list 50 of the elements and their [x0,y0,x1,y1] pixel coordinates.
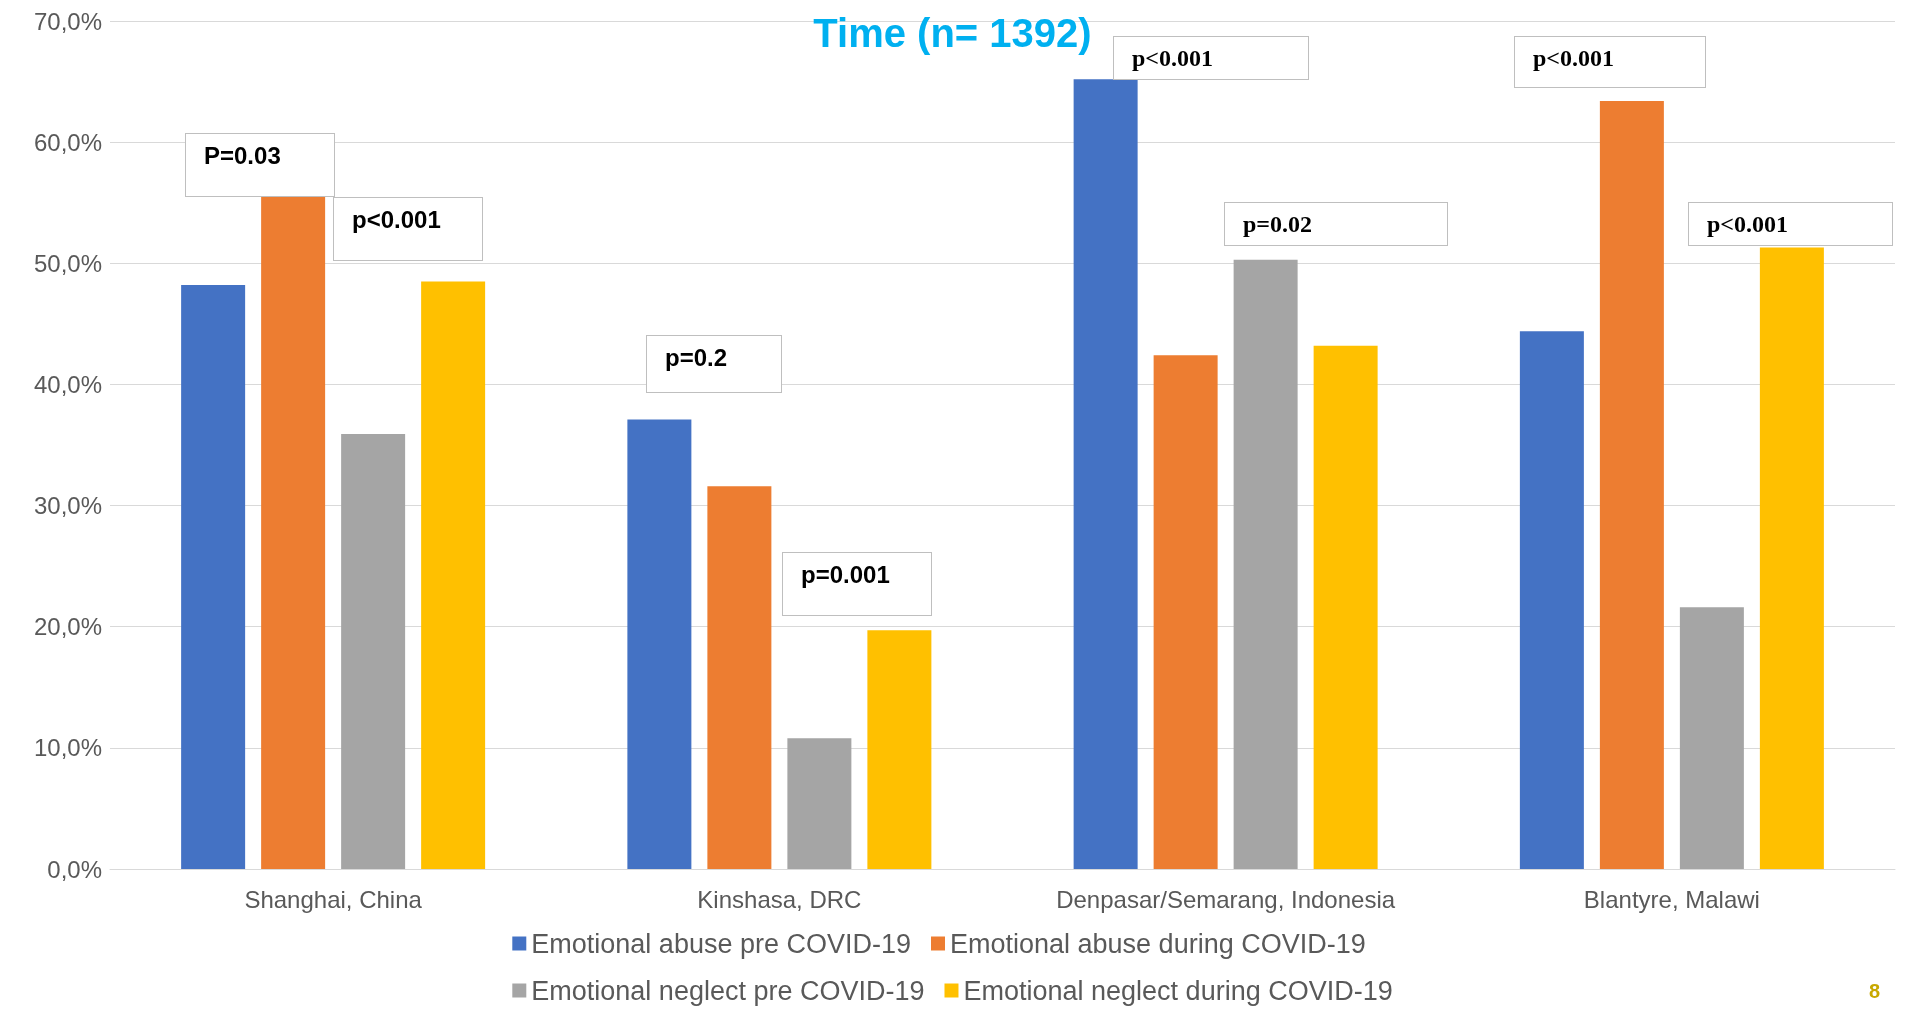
bar [867,630,932,869]
label-frame: P=0.03 [185,133,335,197]
y-tick-label: 10,0% [33,734,102,762]
annotation: p<0.001 [1707,211,1789,237]
label-frame: p=0.02 [1224,202,1448,246]
bar [1759,247,1824,869]
bar [1233,259,1298,869]
legend-label: Emotional neglect during COVID-19 [963,975,1393,1006]
chart-title: Time (n= 1392) [813,11,1092,55]
bar [1599,100,1664,869]
legend-label: Emotional neglect pre COVID-19 [531,975,925,1006]
annotation: p<0.001 [352,206,441,233]
bar [341,434,406,869]
y-tick-label: 40,0% [33,370,102,398]
y-tick-label: 50,0% [33,249,102,277]
y-tick-label: 20,0% [33,613,102,641]
bar [1313,345,1378,869]
annotation: p=0.001 [801,561,890,588]
label-frame: p<0.001 [1113,36,1309,80]
label-frame: p=0.2 [646,335,782,393]
bar [1519,331,1584,869]
bar [421,281,486,869]
annotation: p=0.02 [1243,211,1313,237]
bar [1153,355,1218,869]
legend-label: Emotional abuse during COVID-19 [949,928,1366,959]
text: 8 [1868,980,1880,1002]
annotation: P=0.03 [204,142,281,169]
label-frame: p=0.001 [782,552,932,616]
label-frame: p<0.001 [1514,36,1706,88]
annotation: p<0.001 [1533,45,1615,71]
legend-label: Emotional abuse pre COVID-19 [531,928,911,959]
bar [1073,79,1138,869]
annotation: p=0.2 [665,344,728,371]
x-tick-label: Shanghai, China [244,885,423,913]
bar [627,419,692,869]
bar [787,738,852,869]
y-tick-label: 70,0% [33,7,102,35]
label-frame: p<0.001 [333,197,483,261]
y-tick-label: 60,0% [33,128,102,156]
bar [261,196,326,869]
annotation: p<0.001 [1132,45,1214,71]
y-tick-label: 30,0% [33,492,102,520]
bar [1679,607,1744,869]
x-tick-label: Kinshasa, DRC [697,885,862,913]
x-tick-label: Denpasar/Semarang, Indonesia [1056,885,1396,913]
y-tick-label: 0,0% [47,855,102,883]
x-tick-label: Blantyre, Malawi [1583,885,1760,913]
bar [707,486,772,869]
bar [181,285,246,869]
label-frame: p<0.001 [1688,202,1893,246]
